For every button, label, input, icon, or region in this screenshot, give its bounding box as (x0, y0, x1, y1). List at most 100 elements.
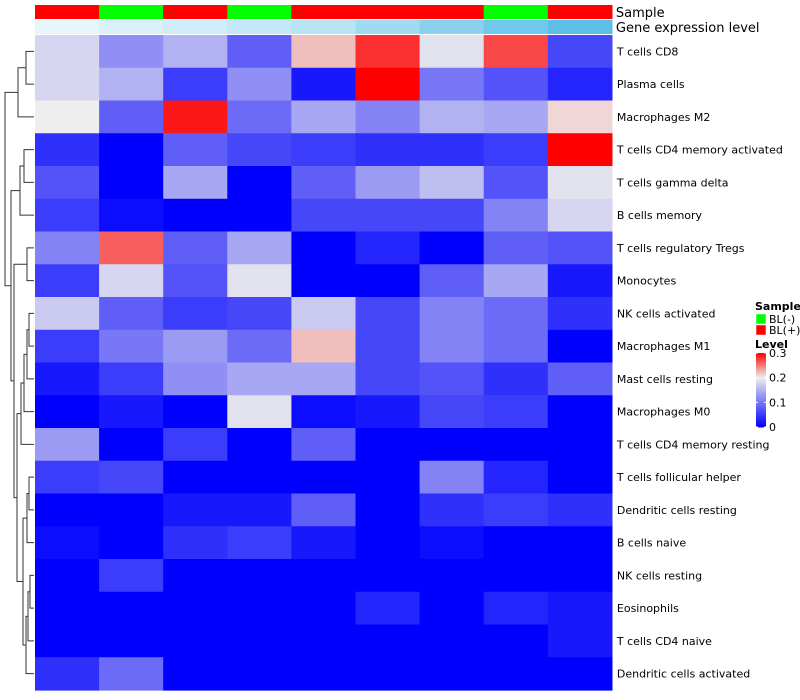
level-colorbar-segment (756, 354, 766, 358)
heatmap-cell (419, 460, 485, 495)
heatmap-cell (419, 264, 485, 298)
level-colorbar-segment (756, 375, 766, 378)
heatmap-cell (419, 362, 485, 396)
sample-annotation-cell (483, 5, 549, 19)
level-colorbar-segment (756, 393, 766, 397)
heatmap-cell (163, 460, 228, 495)
heatmap-cell (291, 198, 357, 233)
row-label: Macrophages M2 (617, 111, 710, 124)
row-labels: T cells CD8 Plasma cells Macrophages M2 T c… (616, 45, 783, 680)
level-colorbar-segment (756, 371, 766, 374)
heatmap-cell (163, 35, 228, 69)
heatmap-cell (419, 493, 485, 527)
heatmap-cell (227, 35, 292, 69)
heatmap-cell (227, 133, 292, 167)
sample-annotation-cell (355, 5, 421, 19)
heatmap-cell (291, 395, 357, 429)
heatmap-cell (291, 624, 357, 658)
row-label: Monocytes (617, 275, 677, 288)
dendrogram-branch (19, 165, 34, 216)
heatmap-cell (483, 395, 549, 429)
level-colorbar-segment (756, 391, 766, 395)
heatmap-cell (227, 526, 292, 560)
level-colorbar-segment (756, 404, 766, 408)
level-colorbar-segment (756, 362, 766, 365)
heatmap-cell (291, 264, 357, 298)
sample-legend-title: Sample (755, 300, 800, 313)
heatmap-cell (227, 559, 292, 593)
heatmap-cell (547, 591, 613, 626)
heatmap-cell (291, 67, 357, 102)
heatmap-cell (419, 559, 485, 593)
level-tick-label: 0 (769, 421, 776, 434)
row-label: Eosinophils (617, 602, 679, 615)
heatmap-cell (483, 657, 549, 691)
sample-legend-swatch (755, 313, 767, 325)
heatmap-cell (227, 460, 292, 495)
heatmap-cell (163, 493, 228, 527)
heatmap-cell (291, 591, 357, 626)
dendrogram-branch (26, 329, 34, 380)
heatmap-cell (99, 100, 164, 134)
expression-annotation-cell (35, 20, 100, 34)
level-colorbar-segment (756, 356, 766, 360)
dendrogram-branch (10, 190, 20, 382)
heatmap-cell (35, 100, 100, 134)
heatmap-cell (355, 428, 421, 462)
heatmap-cell (547, 67, 613, 102)
level-tick-label: 0.3 (769, 347, 787, 360)
heatmap-cell (99, 133, 164, 167)
expression-annotation-cell (227, 20, 292, 34)
heatmap-cell (99, 591, 164, 626)
heatmap-cell (291, 493, 357, 527)
dendrogram-branch (23, 149, 34, 183)
heatmap-cell (547, 35, 613, 69)
heatmap-cell (547, 657, 613, 691)
heatmap-cell (419, 591, 485, 626)
heatmap-cell (35, 67, 100, 102)
heatmap-cell (355, 133, 421, 167)
heatmap-cell (419, 35, 485, 69)
heatmap-cell (419, 329, 485, 364)
dendrogram-branch (26, 247, 34, 282)
expression-annotation-cell (355, 20, 421, 34)
heatmap-cell (99, 395, 164, 429)
heatmap-cell (291, 657, 357, 691)
level-colorbar-segment (756, 395, 766, 398)
heatmap-cell (547, 166, 613, 200)
heatmap-cell (419, 624, 485, 658)
heatmap-cell (163, 100, 228, 134)
dendrogram-branch (16, 413, 23, 583)
heatmap-cell (547, 362, 613, 396)
heatmap-cell (355, 231, 421, 265)
level-colorbar-segment (756, 397, 766, 400)
heatmap-cell (355, 264, 421, 298)
heatmap-cell (419, 166, 485, 200)
heatmap-cell (547, 428, 613, 462)
heatmap-cell (99, 264, 164, 298)
heatmap-cell (99, 428, 164, 462)
heatmap-cell (419, 395, 485, 429)
sample-annotation-cell (163, 5, 228, 19)
heatmap-cell (35, 460, 100, 495)
level-tick-label: 0.2 (769, 372, 787, 385)
heatmap-cell (163, 67, 228, 102)
expression-track-label: Gene expression level (616, 21, 760, 36)
heatmap-cell (355, 526, 421, 560)
level-colorbar-segment (756, 382, 766, 385)
row-label: T cells CD4 memory activated (616, 144, 783, 157)
heatmap-cell (163, 428, 228, 462)
row-label: B cells memory (617, 209, 703, 222)
heatmap-cell (35, 493, 100, 527)
heatmap-cell (419, 657, 485, 691)
level-colorbar-segment (756, 402, 766, 406)
heatmap-cell (227, 657, 292, 691)
heatmap-cell (35, 133, 100, 167)
heatmap-cell (227, 166, 292, 200)
heatmap-cell (547, 460, 613, 495)
level-colorbar-segment (756, 412, 766, 415)
level-colorbar-segment (756, 423, 766, 426)
heatmap-cell (99, 624, 164, 658)
